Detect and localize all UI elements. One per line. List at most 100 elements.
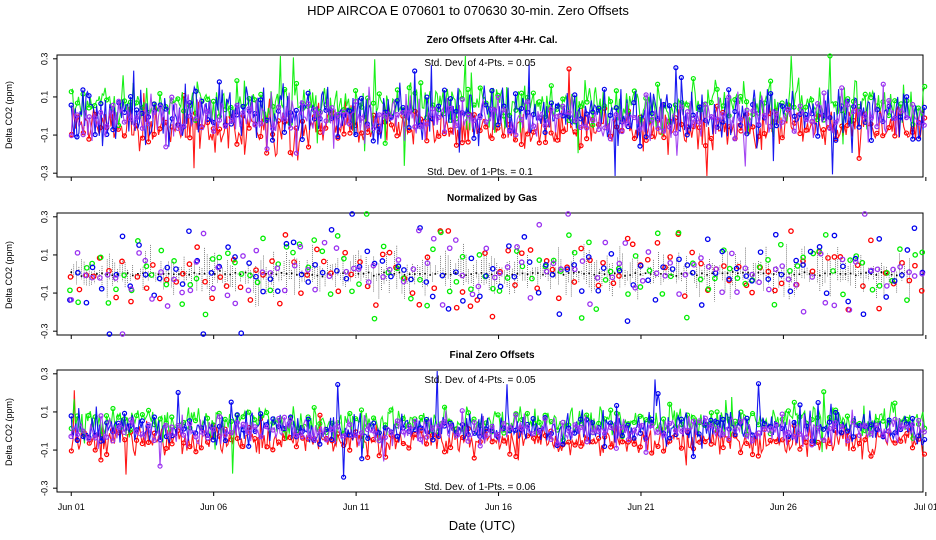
data-point [826, 419, 833, 425]
data-point [706, 273, 708, 276]
data-point [127, 116, 134, 122]
data-point [312, 261, 318, 268]
data-point [326, 273, 333, 280]
data-point [613, 272, 616, 275]
data-point [870, 273, 872, 275]
data-point [524, 99, 531, 105]
data-point [329, 427, 335, 433]
data-point [187, 421, 193, 427]
data-point [113, 294, 119, 301]
data-point [797, 130, 803, 137]
data-point [490, 273, 493, 276]
data-point [771, 301, 778, 308]
data-point [585, 254, 592, 260]
data-point [874, 124, 880, 130]
data-point [518, 141, 524, 148]
data-point [827, 53, 833, 59]
data-point [844, 438, 851, 444]
data-point [542, 273, 544, 276]
data-point [98, 457, 104, 463]
data-point [267, 270, 274, 276]
data-point [430, 235, 437, 242]
data-point [911, 273, 918, 279]
data-point [845, 298, 852, 305]
data-point [145, 120, 151, 127]
data-point [232, 300, 239, 307]
data-point [504, 264, 511, 270]
data-point [868, 137, 874, 144]
data-point [542, 416, 548, 422]
data-point [216, 410, 222, 416]
data-point [708, 423, 714, 429]
data-point [660, 128, 667, 134]
data-point [275, 104, 282, 110]
data-point [632, 253, 639, 259]
data-point [413, 273, 416, 275]
data-point [92, 435, 98, 441]
data-point [844, 102, 850, 108]
data-point [822, 299, 829, 306]
data-point [274, 288, 281, 295]
data-point [75, 299, 81, 306]
data-point [311, 106, 317, 113]
data-point [850, 446, 856, 452]
data-point [240, 414, 246, 420]
data-point [850, 434, 856, 440]
y-tick-label: 0.3 [39, 368, 49, 381]
data-point [388, 407, 394, 413]
data-point [625, 123, 631, 130]
data-point [643, 134, 649, 140]
data-point [76, 286, 83, 293]
data-point [80, 433, 86, 440]
data-point [608, 273, 611, 276]
data-point [678, 445, 685, 451]
data-point [495, 122, 501, 128]
data-point [536, 257, 543, 263]
data-point [631, 88, 637, 94]
data-point [163, 276, 170, 283]
data-point [542, 122, 548, 129]
data-point [446, 288, 453, 295]
data-point [333, 245, 340, 251]
data-point [465, 438, 471, 444]
data-point [362, 272, 365, 275]
data-point [513, 453, 519, 460]
data-point [548, 100, 555, 106]
data-point [293, 80, 300, 87]
data-point [365, 435, 371, 441]
data-point [110, 405, 116, 412]
data-point [74, 112, 80, 118]
data-point [471, 135, 477, 141]
data-point [607, 98, 614, 105]
data-point [348, 271, 355, 278]
data-point [529, 275, 535, 282]
data-point [489, 265, 496, 272]
data-point [489, 106, 495, 113]
data-point [554, 441, 560, 447]
data-point [714, 425, 720, 431]
data-point [821, 389, 827, 395]
data-point [359, 115, 365, 121]
data-point [737, 272, 739, 275]
data-point [584, 412, 590, 418]
data-point [667, 254, 673, 260]
data-point [234, 435, 240, 442]
data-point [587, 301, 593, 307]
data-point [121, 119, 127, 125]
data-point [809, 118, 815, 124]
data-point [68, 433, 74, 440]
data-point [817, 250, 824, 257]
data-point [659, 291, 666, 297]
data-point [477, 85, 483, 91]
data-point [92, 131, 98, 138]
data-point [631, 135, 638, 142]
data-point [133, 428, 140, 434]
data-point [453, 433, 460, 439]
data-point [821, 90, 827, 96]
data-point [655, 125, 661, 131]
data-point [406, 445, 412, 451]
data-point [74, 249, 81, 256]
data-point [263, 424, 270, 430]
data-point [157, 104, 163, 110]
data-point [536, 99, 542, 105]
